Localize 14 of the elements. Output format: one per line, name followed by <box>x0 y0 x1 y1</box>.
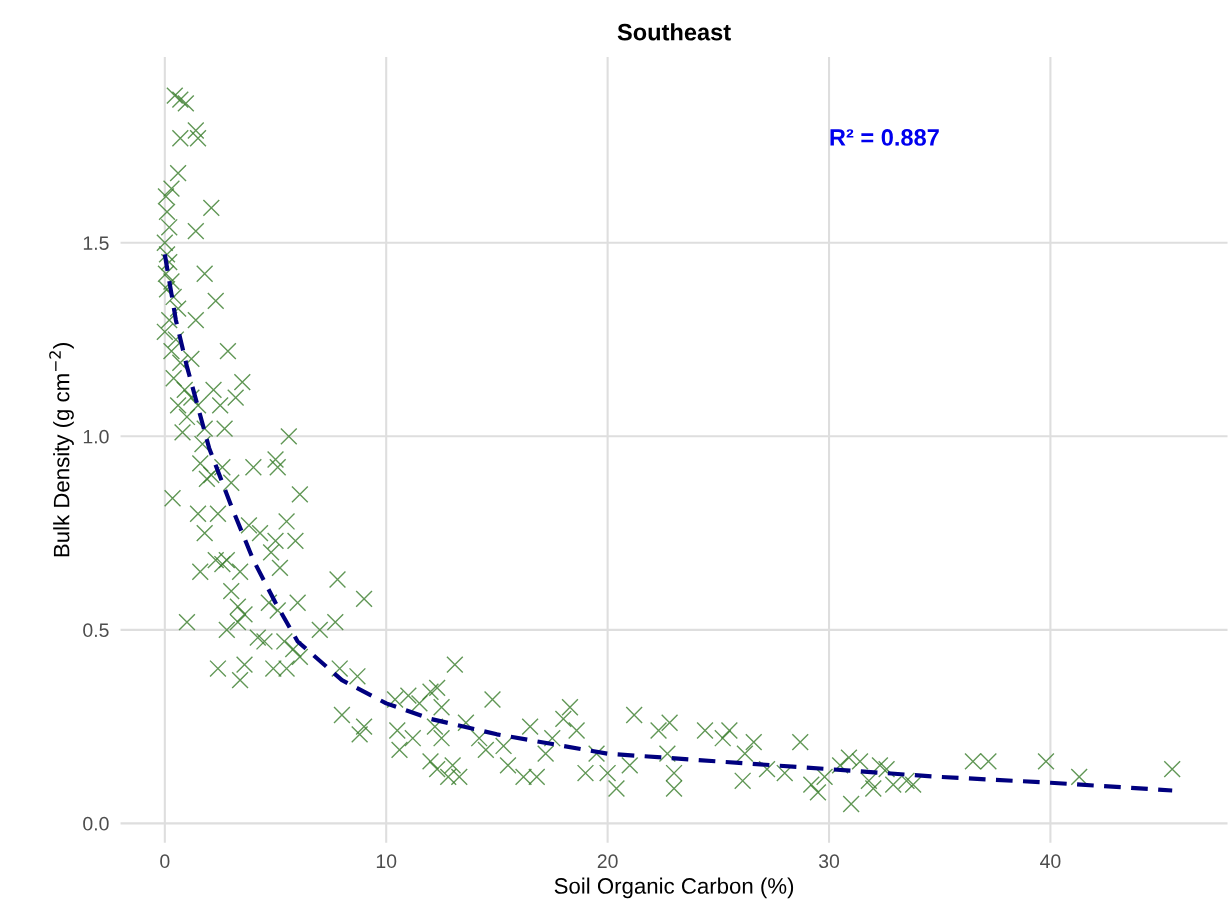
chart-title: Southeast <box>617 23 731 41</box>
x-tick-label: 40 <box>1040 854 1061 869</box>
y-tick-label: 0.0 <box>83 816 109 831</box>
y-tick-label: 1.0 <box>83 429 109 444</box>
x-tick-label: 30 <box>818 854 840 869</box>
y-tick-label: 1.5 <box>83 236 109 251</box>
line-series <box>162 252 1175 793</box>
x-tick-label: 10 <box>376 854 397 869</box>
x-tick-label: 0 <box>160 854 170 869</box>
x-tick-label: 20 <box>597 854 618 869</box>
y-axis-title: Bulk Density (g cm$^{−2}$) <box>49 343 74 557</box>
annotation: R² = 0.887 <box>830 129 939 146</box>
x-axis-title: Soil Organic Carbon (%) <box>554 877 794 899</box>
y-tick-label: 0.5 <box>83 623 109 638</box>
